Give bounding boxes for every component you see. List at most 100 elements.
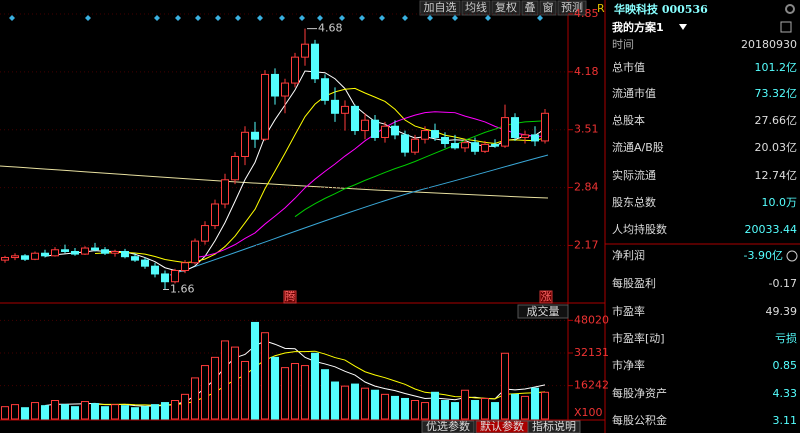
event-marker[interactable] [339, 15, 345, 21]
dropdown-arrow[interactable] [679, 24, 687, 30]
candle-body [1, 257, 9, 261]
row-label: 总股本 [612, 113, 645, 127]
candle-body [231, 155, 239, 181]
event-marker[interactable] [452, 15, 458, 21]
tab[interactable] [527, 420, 581, 433]
candle-body [251, 131, 259, 140]
edit-icon[interactable] [780, 21, 792, 33]
volume-bar [441, 400, 449, 420]
scheme[interactable]: 我的方案1 [612, 20, 664, 34]
high-label: 4.68 [318, 22, 343, 35]
row-value: 10.0万 [762, 196, 798, 209]
marker-label[interactable]: 腾 [285, 289, 296, 303]
volume-bar [431, 391, 439, 420]
event-marker[interactable] [402, 15, 408, 21]
candle-body [381, 125, 389, 138]
volume-bar [521, 395, 529, 420]
candle-body [371, 119, 379, 138]
y-tick-label: 48020 [574, 313, 609, 326]
candle-body [151, 265, 159, 275]
toolbar-label[interactable]: 均线 [465, 0, 487, 14]
volume-bar [31, 402, 39, 420]
toolbar-label[interactable]: 加自选 [424, 1, 457, 14]
event-marker[interactable] [215, 15, 221, 21]
marker-label[interactable]: 涨 [541, 290, 552, 303]
row-value: 12.74亿 [755, 169, 798, 182]
row-label: 股东总数 [612, 195, 656, 209]
candle-body [81, 247, 89, 255]
low-label: 1.66 [170, 282, 195, 295]
candle-body [481, 143, 489, 152]
pane-title[interactable]: 成交量 [527, 304, 560, 318]
event-marker[interactable] [257, 15, 263, 21]
event-marker[interactable] [175, 15, 181, 21]
y-tick-label: 2.84 [574, 181, 599, 194]
candle-body [241, 131, 249, 157]
row-label: 市盈率[动] [612, 331, 665, 345]
row-label: 每股公积金 [612, 413, 667, 427]
toolbar-button[interactable] [491, 0, 521, 16]
toolbar-button[interactable] [557, 0, 587, 16]
candle-body [111, 250, 119, 254]
row-label: 每股净资产 [612, 386, 667, 400]
volume-bar [451, 402, 459, 420]
event-marker[interactable] [379, 15, 385, 21]
volume-bar [501, 352, 509, 420]
volume-bar [101, 406, 109, 420]
volume-bar [531, 387, 539, 420]
event-marker[interactable] [427, 15, 433, 21]
event-marker[interactable] [317, 15, 323, 21]
event-marker[interactable] [299, 15, 305, 21]
candle-body [101, 249, 109, 254]
toolbar-button[interactable] [539, 0, 557, 16]
toolbar-button[interactable] [521, 0, 539, 16]
candle-body [41, 252, 49, 257]
toolbar-label[interactable]: 复权 [495, 0, 517, 14]
candle-body [191, 240, 199, 264]
volume-bar [411, 400, 419, 420]
volume-bar [461, 389, 469, 420]
toolbar-label[interactable]: 预测 [561, 1, 583, 14]
row-label: 总市值 [612, 60, 645, 74]
volume-bar [261, 332, 269, 420]
event-marker[interactable] [235, 15, 241, 21]
volume-bar [281, 367, 289, 420]
toolbar-label[interactable]: 叠 [525, 1, 536, 14]
tab-label[interactable]: 指标说明 [532, 419, 576, 433]
tab-label[interactable]: 优选参数 [426, 419, 470, 433]
marker-box[interactable] [283, 290, 297, 304]
candle-body [461, 142, 469, 149]
volume-bar [291, 363, 299, 420]
toolbar-button[interactable] [419, 0, 461, 16]
info-icon[interactable] [786, 250, 798, 262]
candle-body [451, 143, 459, 149]
candle-body [211, 203, 219, 227]
toolbar-button[interactable] [461, 0, 491, 16]
event-marker[interactable] [154, 15, 160, 21]
marker-box[interactable] [539, 290, 553, 304]
candle-body [521, 134, 529, 138]
candle-body [11, 255, 19, 259]
candle-body [301, 43, 309, 58]
event-marker[interactable] [85, 15, 91, 21]
event-marker[interactable] [485, 15, 491, 21]
pane-title-box[interactable] [517, 304, 569, 319]
candle-body [121, 250, 129, 258]
event-marker[interactable] [195, 15, 201, 21]
event-marker[interactable] [359, 15, 365, 21]
candle-body [21, 255, 29, 260]
event-marker[interactable] [279, 15, 285, 21]
tab[interactable] [421, 420, 475, 433]
candle-body [441, 136, 449, 145]
event-marker[interactable] [9, 15, 15, 21]
event-marker[interactable] [537, 15, 543, 21]
tab-label[interactable]: 默认参数 [480, 419, 524, 433]
volume-ma-line [95, 350, 546, 406]
volume-bar [241, 360, 249, 420]
settings-icon[interactable] [785, 4, 795, 14]
toolbar-label[interactable]: 窗 [543, 0, 554, 14]
volume-bar [491, 402, 499, 420]
volume-bar [131, 407, 139, 420]
